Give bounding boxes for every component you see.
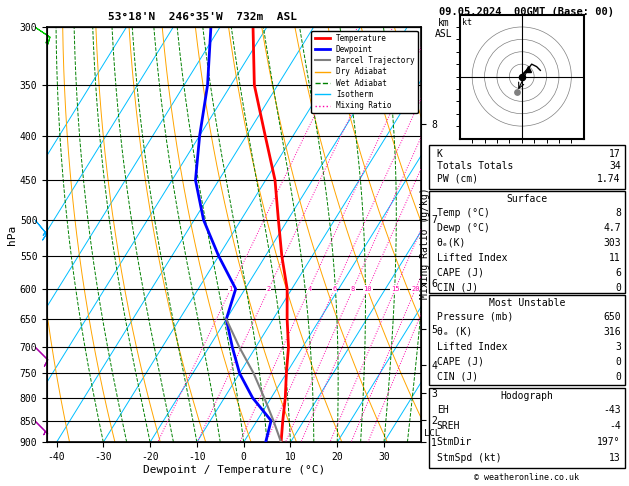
Text: 303: 303 xyxy=(603,238,621,248)
Y-axis label: hPa: hPa xyxy=(7,225,17,244)
Text: Hodograph: Hodograph xyxy=(500,391,554,401)
Text: CAPE (J): CAPE (J) xyxy=(437,268,484,278)
Text: PW (cm): PW (cm) xyxy=(437,174,478,184)
Text: 4.7: 4.7 xyxy=(603,223,621,233)
Text: CIN (J): CIN (J) xyxy=(437,283,478,293)
Bar xyxy=(429,388,625,468)
Text: 09.05.2024  00GMT (Base: 00): 09.05.2024 00GMT (Base: 00) xyxy=(439,7,615,17)
Text: K: K xyxy=(437,149,443,159)
Bar xyxy=(429,295,625,385)
Text: © weatheronline.co.uk: © weatheronline.co.uk xyxy=(474,473,579,482)
Text: θₑ (K): θₑ (K) xyxy=(437,327,472,337)
Text: Pressure (mb): Pressure (mb) xyxy=(437,312,513,322)
Y-axis label: km
ASL: km ASL xyxy=(435,17,453,39)
Text: θₑ(K): θₑ(K) xyxy=(437,238,466,248)
Legend: Temperature, Dewpoint, Parcel Trajectory, Dry Adiabat, Wet Adiabat, Isotherm, Mi: Temperature, Dewpoint, Parcel Trajectory… xyxy=(311,31,418,113)
Text: Surface: Surface xyxy=(506,194,547,204)
Text: 2: 2 xyxy=(267,286,270,292)
Text: 8: 8 xyxy=(351,286,355,292)
Text: 11: 11 xyxy=(609,253,621,263)
Text: Lifted Index: Lifted Index xyxy=(437,342,508,352)
Bar xyxy=(429,145,625,189)
Text: Lifted Index: Lifted Index xyxy=(437,253,508,263)
Text: 197°: 197° xyxy=(598,437,621,447)
Text: StmDir: StmDir xyxy=(437,437,472,447)
Text: 13: 13 xyxy=(609,453,621,463)
Text: 4: 4 xyxy=(307,286,311,292)
X-axis label: Dewpoint / Temperature (°C): Dewpoint / Temperature (°C) xyxy=(143,465,325,475)
Text: kt: kt xyxy=(462,18,472,27)
Text: 8: 8 xyxy=(615,208,621,218)
Text: Mixing Ratio (g/kg): Mixing Ratio (g/kg) xyxy=(420,187,430,299)
Text: 316: 316 xyxy=(603,327,621,337)
Text: CIN (J): CIN (J) xyxy=(437,372,478,382)
Text: 0: 0 xyxy=(615,357,621,367)
Text: Temp (°C): Temp (°C) xyxy=(437,208,490,218)
Text: 1.74: 1.74 xyxy=(598,174,621,184)
Text: 3: 3 xyxy=(615,342,621,352)
Text: -4: -4 xyxy=(609,421,621,431)
Text: StmSpd (kt): StmSpd (kt) xyxy=(437,453,501,463)
Text: 0: 0 xyxy=(615,283,621,293)
Text: 34: 34 xyxy=(609,161,621,171)
Point xyxy=(512,88,522,96)
Text: 20: 20 xyxy=(411,286,420,292)
Text: EH: EH xyxy=(437,405,448,415)
Text: Dewp (°C): Dewp (°C) xyxy=(437,223,490,233)
Text: 53°18'N  246°35'W  732m  ASL: 53°18'N 246°35'W 732m ASL xyxy=(108,12,298,22)
Text: 17: 17 xyxy=(609,149,621,159)
Text: SREH: SREH xyxy=(437,421,460,431)
Text: 15: 15 xyxy=(391,286,399,292)
Text: Most Unstable: Most Unstable xyxy=(489,298,565,308)
Text: 6: 6 xyxy=(332,286,337,292)
Text: CAPE (J): CAPE (J) xyxy=(437,357,484,367)
Text: 6: 6 xyxy=(615,268,621,278)
Text: 0: 0 xyxy=(615,372,621,382)
Text: LCL: LCL xyxy=(424,429,440,438)
Text: 650: 650 xyxy=(603,312,621,322)
Bar xyxy=(429,191,625,293)
Text: Totals Totals: Totals Totals xyxy=(437,161,513,171)
Text: 1: 1 xyxy=(229,286,233,292)
Text: 10: 10 xyxy=(364,286,372,292)
Point xyxy=(517,72,527,80)
Text: -43: -43 xyxy=(603,405,621,415)
